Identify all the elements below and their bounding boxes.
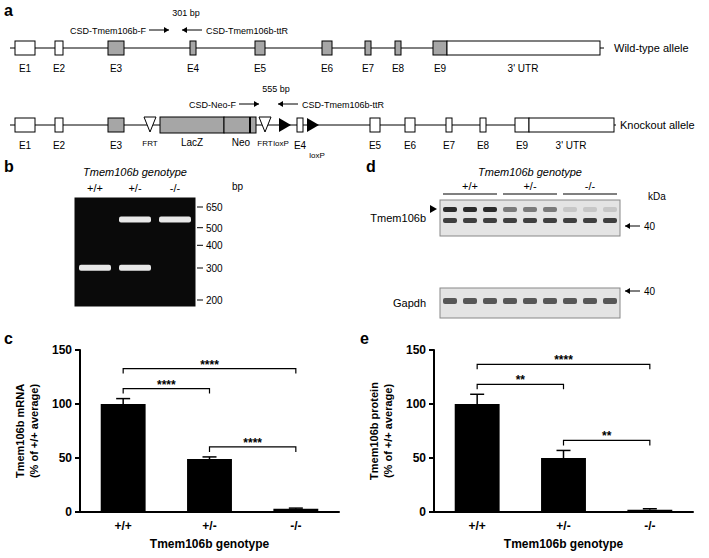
svg-text:loxP: loxP <box>309 151 325 160</box>
svg-text:Tmem106b mRNA: Tmem106b mRNA <box>14 384 26 478</box>
svg-text:FRT: FRT <box>142 139 158 148</box>
svg-text:200: 200 <box>206 295 223 306</box>
svg-text:0: 0 <box>419 505 426 519</box>
svg-text:E3: E3 <box>110 140 123 151</box>
svg-text:Knockout allele: Knockout allele <box>620 119 695 131</box>
svg-text:E8: E8 <box>392 63 405 74</box>
svg-text:555 bp: 555 bp <box>262 84 290 94</box>
svg-text:****: **** <box>157 378 176 392</box>
svg-text:b: b <box>4 158 14 175</box>
svg-text:650: 650 <box>206 202 223 213</box>
svg-text:Gapdh: Gapdh <box>393 297 426 309</box>
svg-text:+/+: +/+ <box>462 180 478 192</box>
svg-text:40: 40 <box>644 221 656 232</box>
svg-text:c: c <box>4 330 13 347</box>
svg-text:CSD-Neo-F: CSD-Neo-F <box>189 100 237 110</box>
svg-text:E5: E5 <box>369 140 382 151</box>
svg-text:E5: E5 <box>254 63 267 74</box>
svg-text:Tmem106b genotype: Tmem106b genotype <box>504 537 624 551</box>
svg-text:CSD-Tmem106b-F: CSD-Tmem106b-F <box>70 26 147 36</box>
svg-text:301 bp: 301 bp <box>172 8 200 18</box>
svg-text:E4: E4 <box>187 63 200 74</box>
svg-text:100: 100 <box>52 397 72 411</box>
svg-text:E8: E8 <box>477 140 490 151</box>
svg-text:****: **** <box>200 358 219 372</box>
svg-text:150: 150 <box>406 343 426 357</box>
svg-text:CSD-Tmem106b-ttR: CSD-Tmem106b-ttR <box>206 26 289 36</box>
svg-text:Tmem106b: Tmem106b <box>370 212 426 224</box>
svg-text:Wild-type allele: Wild-type allele <box>614 42 689 54</box>
svg-text:E1: E1 <box>19 140 32 151</box>
svg-text:50: 50 <box>413 451 427 465</box>
svg-text:kDa: kDa <box>648 191 666 202</box>
svg-text:a: a <box>4 2 13 19</box>
svg-text:-/-: -/- <box>170 182 181 194</box>
svg-text:****: **** <box>243 436 262 450</box>
svg-text:Tmem106b genotype: Tmem106b genotype <box>83 166 187 178</box>
svg-text:**: ** <box>516 373 526 387</box>
svg-text:300: 300 <box>206 263 223 274</box>
svg-text:Tmem106b genotype: Tmem106b genotype <box>478 166 582 178</box>
svg-text:E2: E2 <box>53 140 66 151</box>
svg-text:3' UTR: 3' UTR <box>556 140 587 151</box>
svg-text:400: 400 <box>206 240 223 251</box>
svg-text:Tmem106b protein: Tmem106b protein <box>368 382 380 480</box>
svg-text:CSD-Tmem106b-ttR: CSD-Tmem106b-ttR <box>302 100 385 110</box>
svg-text:Neo: Neo <box>232 137 251 148</box>
svg-text:E2: E2 <box>53 63 66 74</box>
svg-text:150: 150 <box>52 343 72 357</box>
svg-text:E6: E6 <box>321 63 334 74</box>
svg-text:E4: E4 <box>294 140 307 151</box>
svg-text:e: e <box>360 330 369 347</box>
svg-text:40: 40 <box>644 286 656 297</box>
svg-text:+/-: +/- <box>202 519 216 533</box>
svg-text:E9: E9 <box>516 140 529 151</box>
svg-text:-/-: -/- <box>290 519 301 533</box>
svg-text:-/-: -/- <box>585 180 596 192</box>
svg-text:-/-: -/- <box>644 519 655 533</box>
svg-text:+/+: +/+ <box>87 182 103 194</box>
svg-text:50: 50 <box>59 451 73 465</box>
svg-text:loxP: loxP <box>273 139 289 148</box>
svg-text:bp: bp <box>232 181 244 192</box>
svg-text:+/+: +/+ <box>468 519 485 533</box>
svg-text:E9: E9 <box>434 63 447 74</box>
svg-text:3' UTR: 3' UTR <box>508 63 539 74</box>
svg-text:0: 0 <box>65 505 72 519</box>
svg-text:(% of +/+ average): (% of +/+ average) <box>28 384 40 478</box>
svg-text:**: ** <box>602 429 612 443</box>
svg-text:E7: E7 <box>362 63 375 74</box>
svg-text:Tmem106b genotype: Tmem106b genotype <box>150 537 270 551</box>
svg-text:FRT: FRT <box>257 139 273 148</box>
svg-text:(% of +/+ average): (% of +/+ average) <box>382 384 394 478</box>
svg-text:+/-: +/- <box>556 519 570 533</box>
svg-text:****: **** <box>554 353 573 367</box>
svg-text:E6: E6 <box>404 140 417 151</box>
svg-text:E1: E1 <box>19 63 32 74</box>
svg-text:+/+: +/+ <box>114 519 131 533</box>
svg-text:E3: E3 <box>110 63 123 74</box>
svg-text:+/-: +/- <box>523 180 536 192</box>
svg-text:+/-: +/- <box>128 182 141 194</box>
svg-text:d: d <box>366 158 376 175</box>
svg-text:E7: E7 <box>443 140 456 151</box>
svg-text:500: 500 <box>206 223 223 234</box>
svg-text:100: 100 <box>406 397 426 411</box>
svg-text:LacZ: LacZ <box>181 137 203 148</box>
